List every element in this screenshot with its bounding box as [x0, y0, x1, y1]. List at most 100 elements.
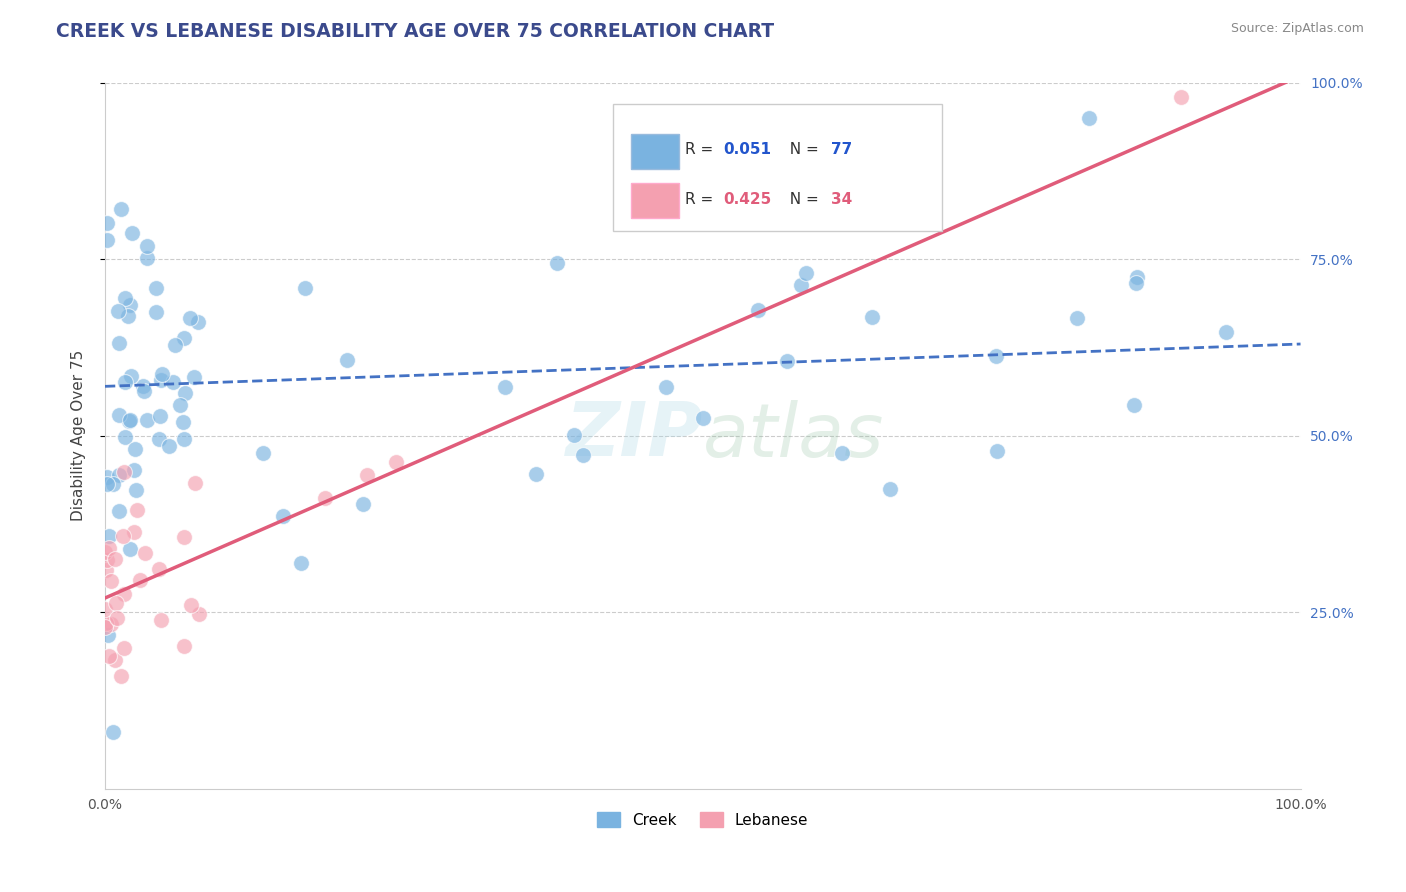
Point — [114, 291, 136, 305]
Point — [747, 302, 769, 317]
Point — [112, 465, 135, 479]
Point — [1077, 111, 1099, 125]
Text: CREEK VS LEBANESE DISABILITY AGE OVER 75 CORRELATION CHART: CREEK VS LEBANESE DISABILITY AGE OVER 75… — [56, 22, 775, 41]
Point — [494, 380, 516, 394]
Point — [148, 562, 170, 576]
Point — [790, 277, 813, 292]
Point — [100, 617, 122, 632]
Point — [183, 370, 205, 384]
Point — [94, 563, 117, 577]
Point — [104, 596, 127, 610]
Point — [149, 409, 172, 424]
Point — [104, 653, 127, 667]
Point — [1126, 269, 1149, 284]
Point — [120, 541, 142, 556]
Point — [162, 375, 184, 389]
Point — [776, 353, 799, 368]
Point — [173, 331, 195, 345]
Point — [986, 444, 1008, 458]
Point — [562, 428, 585, 442]
Point — [100, 574, 122, 588]
Point — [96, 553, 118, 567]
Point — [122, 524, 145, 539]
Point — [150, 613, 173, 627]
Point — [145, 304, 167, 318]
Point — [112, 641, 135, 656]
Point — [103, 725, 125, 739]
Point — [188, 607, 211, 622]
Point — [104, 552, 127, 566]
Point — [1122, 398, 1144, 412]
Point — [1125, 276, 1147, 290]
Point — [121, 227, 143, 241]
Y-axis label: Disability Age Over 75: Disability Age Over 75 — [72, 350, 86, 521]
Point — [572, 448, 595, 462]
Point — [184, 475, 207, 490]
Point — [97, 529, 120, 543]
Point — [150, 368, 173, 382]
Point — [149, 373, 172, 387]
Point — [94, 545, 117, 559]
Point — [94, 620, 117, 634]
Text: atlas: atlas — [703, 400, 884, 472]
Point — [173, 432, 195, 446]
FancyBboxPatch shape — [631, 183, 679, 219]
Point — [108, 503, 131, 517]
Point — [157, 439, 180, 453]
Point — [546, 256, 568, 270]
Point — [132, 379, 155, 393]
Point — [105, 611, 128, 625]
Point — [129, 573, 152, 587]
Text: ZIP: ZIP — [565, 400, 703, 472]
Point — [110, 202, 132, 217]
Point — [169, 398, 191, 412]
Point — [117, 414, 139, 428]
Text: 0.051: 0.051 — [723, 143, 770, 158]
Point — [290, 556, 312, 570]
Point — [173, 530, 195, 544]
Point — [97, 627, 120, 641]
Point — [179, 311, 201, 326]
Point — [172, 415, 194, 429]
Point — [108, 468, 131, 483]
Point — [96, 477, 118, 491]
Point — [111, 528, 134, 542]
Point — [124, 483, 146, 497]
Point — [794, 266, 817, 280]
Text: 34: 34 — [831, 192, 852, 207]
Point — [101, 477, 124, 491]
Point — [132, 384, 155, 398]
Point — [135, 252, 157, 266]
Point — [1066, 311, 1088, 326]
Point — [122, 462, 145, 476]
Point — [655, 380, 678, 394]
Text: R =: R = — [685, 192, 718, 207]
Point — [108, 336, 131, 351]
Point — [356, 468, 378, 483]
Point — [125, 503, 148, 517]
Point — [98, 541, 121, 556]
Point — [124, 442, 146, 456]
Point — [94, 615, 117, 630]
Point — [112, 587, 135, 601]
Point — [145, 281, 167, 295]
Point — [108, 408, 131, 422]
Point — [879, 482, 901, 496]
Point — [862, 310, 884, 324]
Point — [187, 315, 209, 329]
Point — [110, 669, 132, 683]
Point — [336, 353, 359, 368]
Point — [180, 598, 202, 612]
Point — [107, 304, 129, 318]
Point — [136, 239, 159, 253]
Point — [314, 491, 336, 505]
Point — [273, 509, 295, 524]
Point — [121, 369, 143, 384]
Legend: Creek, Lebanese: Creek, Lebanese — [591, 805, 814, 834]
Point — [173, 639, 195, 653]
FancyBboxPatch shape — [631, 134, 679, 169]
Point — [352, 498, 374, 512]
Point — [118, 413, 141, 427]
Point — [165, 338, 187, 352]
Point — [96, 216, 118, 230]
